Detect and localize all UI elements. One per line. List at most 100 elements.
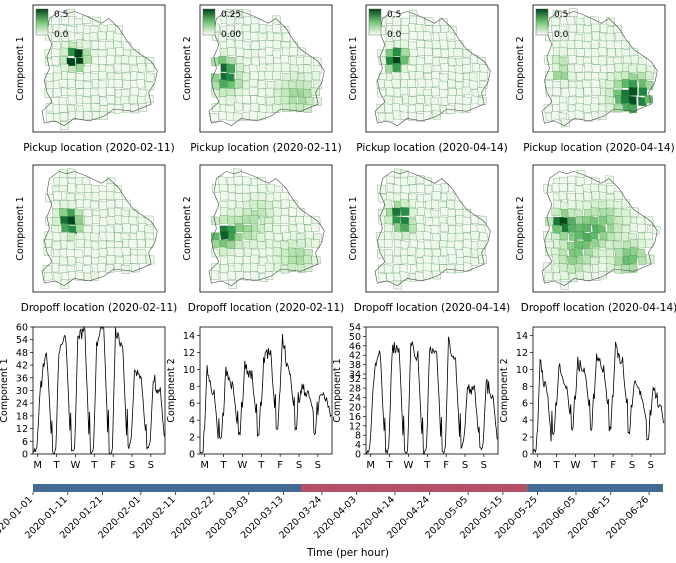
map-zone xyxy=(105,264,115,274)
map-xlabel: Pickup location (2020-04-14) xyxy=(356,142,507,154)
map-zone xyxy=(296,223,305,233)
map-zone xyxy=(462,49,472,58)
map-zone xyxy=(52,191,63,201)
map-zone xyxy=(604,95,614,105)
map-zone xyxy=(91,215,101,225)
map-zone xyxy=(462,64,471,73)
map-zone xyxy=(218,55,227,65)
colorbar-tick-min: 0.0 xyxy=(554,30,569,40)
ts-xtick-label: M xyxy=(200,460,209,471)
map-zone xyxy=(605,103,615,113)
ts-ytick-label: 12 xyxy=(349,421,361,432)
map-zone xyxy=(423,31,432,41)
map-zone xyxy=(614,63,624,73)
map-zone xyxy=(51,48,60,57)
ts-ytick-label: 36 xyxy=(16,373,28,384)
map-zone xyxy=(256,233,266,242)
map-zone xyxy=(591,79,601,89)
map-zone xyxy=(81,15,91,24)
map-zone xyxy=(383,264,393,274)
map-zone xyxy=(407,79,416,88)
map-outline xyxy=(374,171,491,286)
map-ylabel: Component 2 xyxy=(515,36,526,100)
map-zone xyxy=(106,55,115,65)
map-zone xyxy=(629,222,639,232)
map-zone xyxy=(113,32,122,42)
map-zone xyxy=(242,40,251,51)
map-zone xyxy=(60,279,70,289)
map-zone xyxy=(416,112,426,123)
map-zone xyxy=(378,56,387,65)
map-zone xyxy=(409,31,419,40)
map-zone xyxy=(559,78,569,89)
map-zone xyxy=(249,71,259,81)
map-4: 0.5 0.0 Component 2 Pickup location (2020-0… xyxy=(515,4,675,154)
map-zone xyxy=(137,254,147,264)
map-zone xyxy=(432,110,442,120)
map-zone xyxy=(280,240,290,250)
map-zone xyxy=(566,39,576,49)
map-zone xyxy=(568,273,578,283)
map-zone xyxy=(83,272,93,282)
map-zone xyxy=(392,31,401,41)
map-zone xyxy=(280,264,290,274)
map-zone xyxy=(432,48,442,58)
map-zone xyxy=(107,47,116,57)
map-zone xyxy=(384,254,393,264)
map-zone xyxy=(584,248,593,258)
map-zone xyxy=(416,184,426,194)
map-zone xyxy=(606,40,616,50)
map-zone xyxy=(90,232,99,242)
map-zone xyxy=(297,239,306,248)
map-zone xyxy=(561,88,570,98)
map-zone xyxy=(120,95,130,106)
map-zone xyxy=(463,239,472,249)
map-zone xyxy=(439,39,449,49)
ts-ytick-label: 0 xyxy=(522,450,528,461)
map-zone xyxy=(113,263,122,272)
map-zone xyxy=(106,200,115,210)
map-zone xyxy=(106,183,115,193)
map-zone xyxy=(91,103,101,112)
ts-ytick-label: 14 xyxy=(183,331,195,342)
ts-xtick-label: F xyxy=(110,460,116,471)
map-zone xyxy=(591,87,601,96)
map-zone xyxy=(75,110,84,120)
map-zone xyxy=(553,70,562,81)
ts-frame xyxy=(532,326,666,455)
map-zone xyxy=(598,104,608,113)
map-zone xyxy=(257,111,266,121)
map-zone xyxy=(105,86,115,97)
map-zone xyxy=(130,104,140,114)
map-zone xyxy=(574,63,583,73)
map-xlabel: Pickup location (2020-02-11) xyxy=(23,142,174,154)
map-zone xyxy=(264,71,274,80)
map-zone xyxy=(385,87,395,97)
map-zone xyxy=(462,224,471,233)
map-zone xyxy=(75,239,85,249)
map-zone xyxy=(590,16,599,26)
map-zone xyxy=(58,177,68,187)
map-zone xyxy=(250,41,260,50)
map-zone xyxy=(250,49,260,59)
ts-ytick-label: 28 xyxy=(349,384,361,395)
map-zone xyxy=(400,71,410,81)
map-zone xyxy=(455,232,464,242)
map-zone xyxy=(303,215,313,225)
map-zone xyxy=(415,215,425,225)
series-line xyxy=(199,333,332,454)
map-zone xyxy=(265,201,274,210)
map-zone xyxy=(400,223,409,233)
map-zone xyxy=(644,238,654,248)
map-zone xyxy=(257,200,267,210)
map-zone xyxy=(98,80,108,90)
map-zone xyxy=(590,207,600,217)
map-zone xyxy=(243,16,252,25)
map-zone xyxy=(446,191,456,201)
colorbar-tick-min: 0.00 xyxy=(221,30,241,40)
map-zone xyxy=(638,87,648,96)
map-zone xyxy=(384,199,393,209)
map-zone xyxy=(408,41,417,50)
map-zone xyxy=(384,95,393,105)
